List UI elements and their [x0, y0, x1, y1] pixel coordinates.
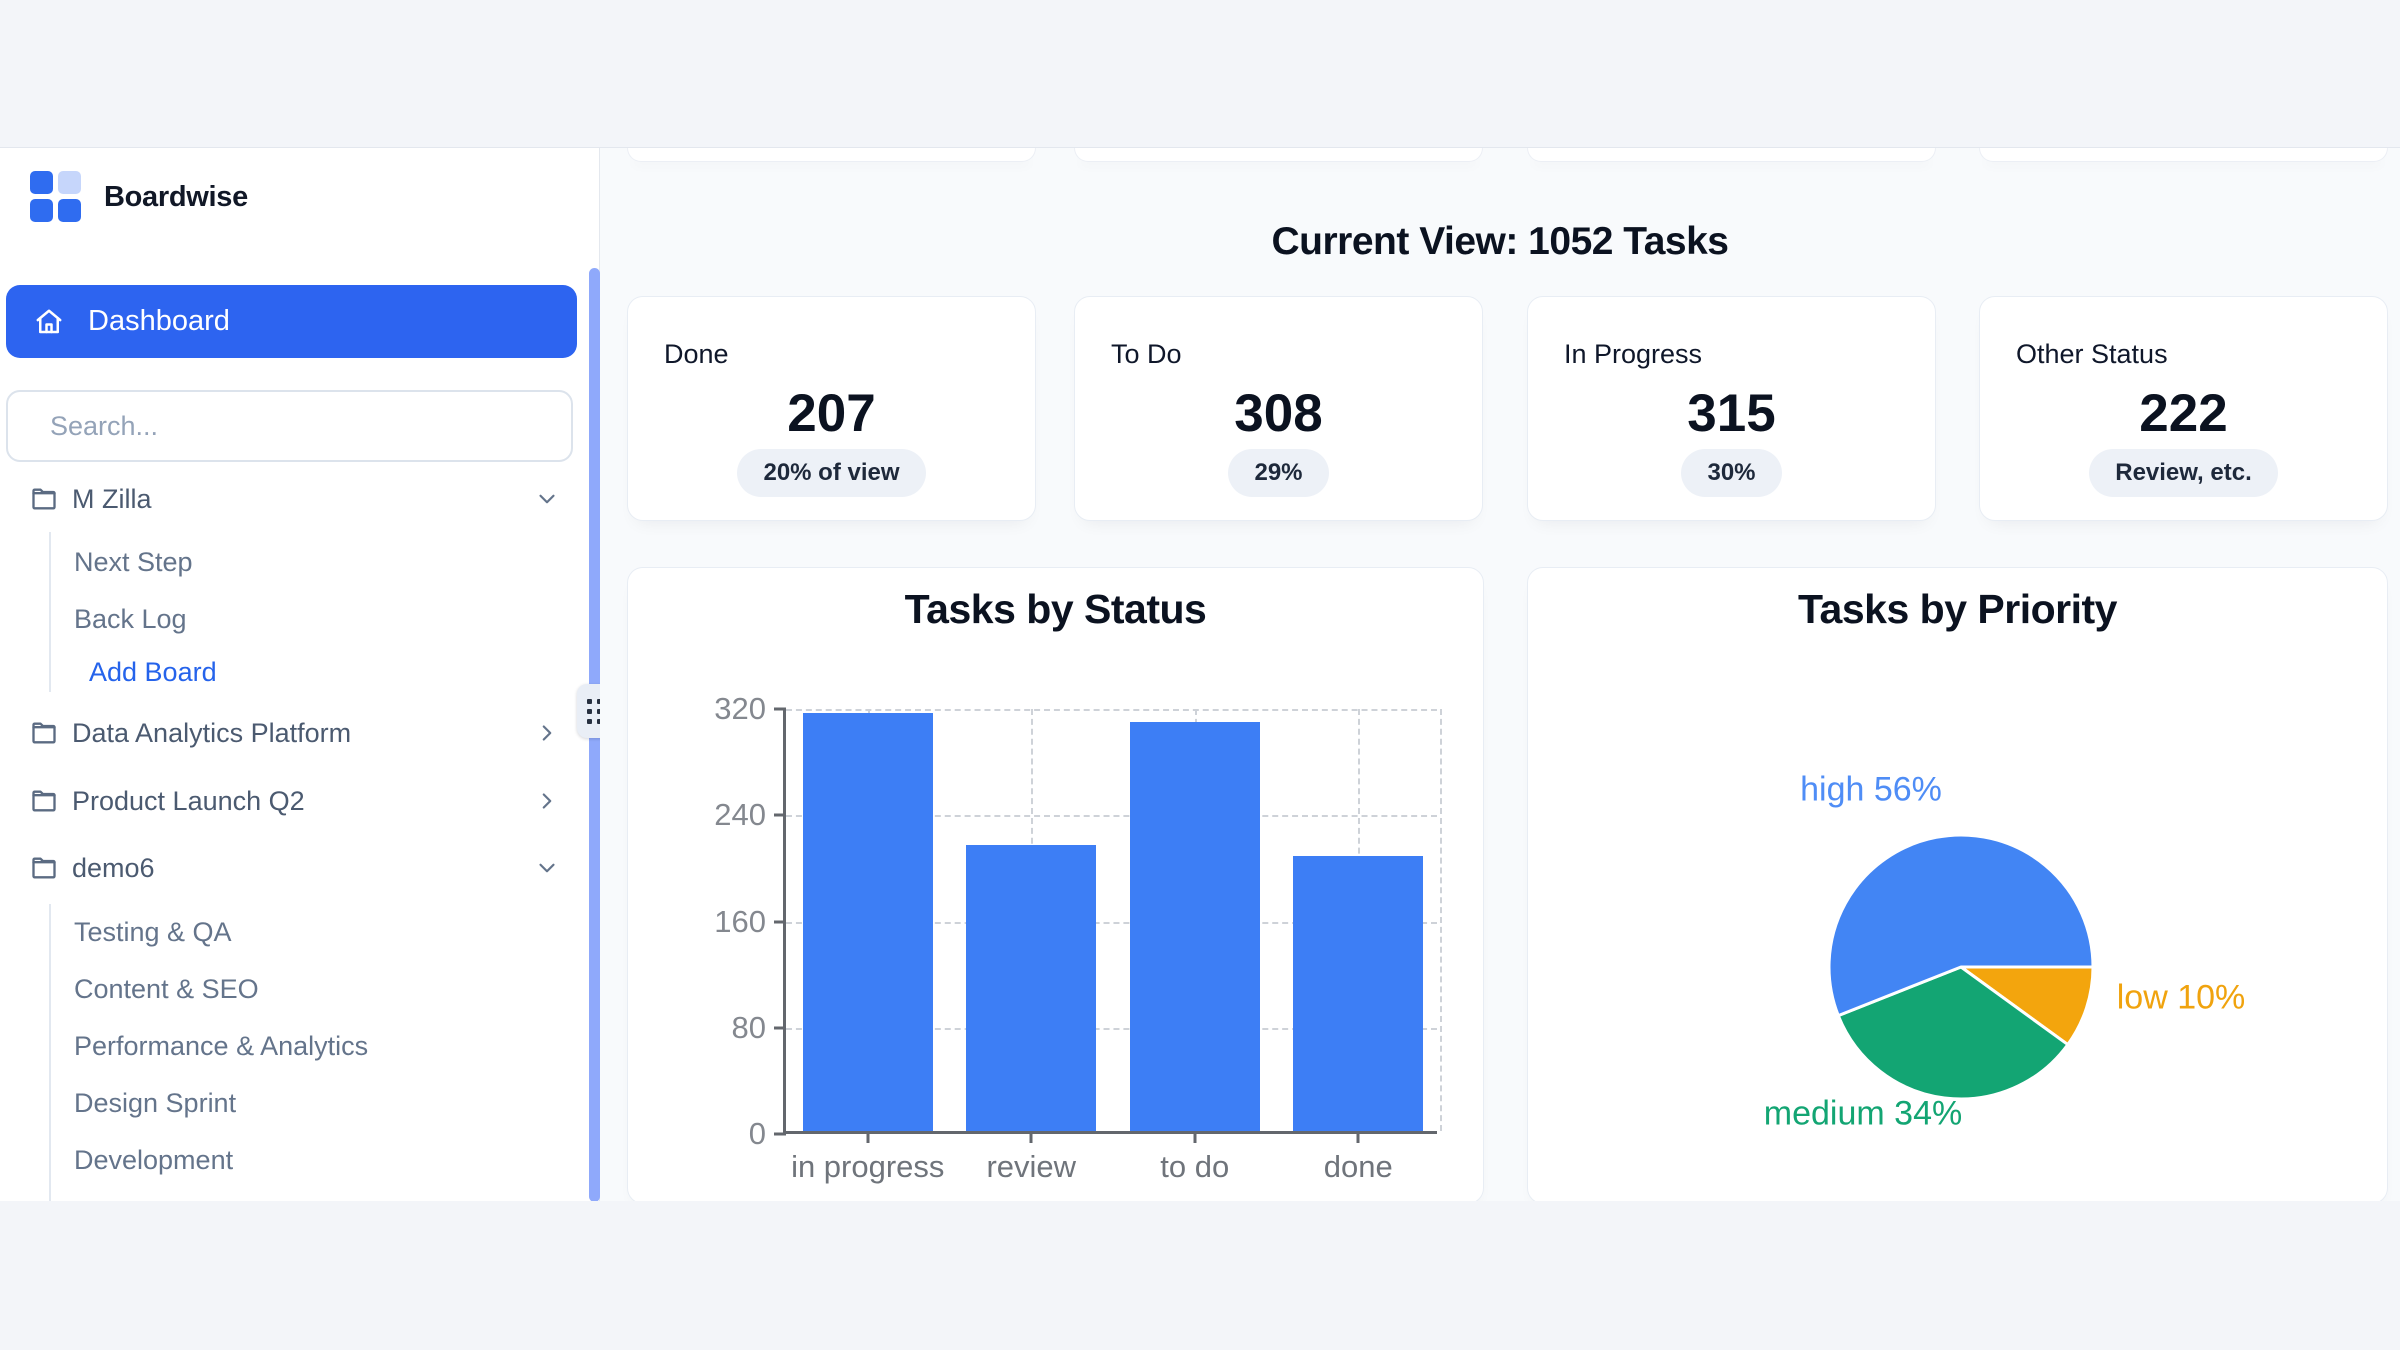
- stat-value: 222: [2139, 384, 2228, 443]
- x-axis-category-label: in progress: [791, 1149, 945, 1184]
- stat-card-to-do: To Do 308 29%: [1074, 296, 1483, 521]
- card-partial: [1074, 148, 1483, 162]
- stat-value: 315: [1687, 384, 1776, 443]
- subgroup-indent-line: [49, 532, 51, 692]
- pie-slice-high: [1827, 833, 2095, 1018]
- sidebar-section-demo6[interactable]: demo6: [0, 847, 578, 889]
- sidebar-item-board[interactable]: Development: [74, 1144, 234, 1175]
- sidebar-item-board[interactable]: Next Step: [74, 546, 193, 577]
- section-label: M Zilla: [72, 483, 152, 514]
- pie-label-high: high 56%: [1800, 770, 1942, 809]
- gridline: [786, 1027, 1437, 1030]
- bar-review: [966, 845, 1097, 1131]
- subgroup-indent-line: [49, 904, 51, 1201]
- tasks-by-priority-chart-card: Tasks by Priority high 56% medium 34% low …: [1527, 567, 2388, 1201]
- sidebar-item-board[interactable]: Design Sprint: [74, 1087, 237, 1118]
- page-title: Current View: 1052 Tasks: [1271, 220, 1729, 263]
- tasks-by-status-chart-card: Tasks by Status 0 80 160 240 320 in progress r…: [627, 567, 1484, 1201]
- pie-label-medium: medium 34%: [1763, 1094, 1963, 1133]
- status-badge: 20% of view: [737, 449, 926, 497]
- card-partial: [1527, 148, 1936, 162]
- bar-done: [1293, 856, 1424, 1131]
- folder-icon: [30, 854, 58, 882]
- chevron-right-icon: [534, 720, 560, 746]
- card-partial: [1979, 148, 2388, 162]
- chart-title: Tasks by Priority: [1798, 586, 2117, 632]
- chevron-right-icon: [534, 788, 560, 814]
- chart-title: Tasks by Status: [904, 586, 1207, 632]
- x-axis-category-label: review: [986, 1149, 1077, 1184]
- stat-card-done: Done 207 20% of view: [627, 296, 1036, 521]
- stat-label: Other Status: [2016, 339, 2168, 369]
- sidebar-item-board[interactable]: Content & SEO: [74, 973, 259, 1004]
- card-partial: [627, 148, 1036, 162]
- stat-value: 207: [787, 384, 876, 443]
- axis-tick: [866, 1131, 870, 1143]
- sidebar-section-m-zilla[interactable]: M Zilla: [0, 478, 578, 520]
- axis-tick: [1029, 1131, 1033, 1143]
- folder-icon: [30, 787, 58, 815]
- axis-tick: [1193, 1131, 1197, 1143]
- axis-tick: [774, 1026, 786, 1030]
- brand-name: Boardwise: [104, 181, 248, 213]
- stat-value: 308: [1234, 384, 1323, 443]
- boardwise-logo-icon: [30, 171, 82, 223]
- y-axis-tick-label: 320: [714, 691, 766, 726]
- search-input[interactable]: [6, 390, 573, 462]
- app-window: Boardwise Dashboard M Zilla Next Step: [0, 147, 2400, 1201]
- axis-tick: [774, 813, 786, 817]
- section-label: Product Launch Q2: [72, 785, 305, 816]
- y-axis-tick-label: 0: [748, 1116, 766, 1151]
- pie-slice-low: [1959, 965, 2095, 1047]
- sidebar-item-board[interactable]: Testing & QA: [74, 916, 232, 947]
- pie-label-low: low 10%: [2116, 978, 2246, 1017]
- status-badge: 30%: [1681, 449, 1782, 497]
- pie-slice-medium: [1836, 965, 2070, 1101]
- axis-tick: [774, 1132, 786, 1136]
- gridline: [1440, 709, 1442, 1131]
- y-axis-tick-label: 160: [714, 903, 766, 939]
- chevron-down-icon: [534, 486, 560, 512]
- pie-chart: [1827, 833, 2095, 1101]
- y-axis-tick-label: 80: [731, 1009, 766, 1045]
- section-label: demo6: [72, 852, 155, 883]
- axis-tick: [774, 707, 786, 711]
- main-content: Current View: 1052 Tasks Done 207 20% of…: [600, 148, 2400, 1201]
- bar-to-do: [1129, 721, 1260, 1131]
- sidebar-item-board[interactable]: Back Log: [74, 603, 187, 634]
- folder-icon: [30, 485, 58, 513]
- sidebar-section-data-analytics-platform[interactable]: Data Analytics Platform: [0, 712, 578, 754]
- stat-label: To Do: [1111, 339, 1182, 369]
- stat-label: Done: [664, 339, 729, 369]
- stat-label: In Progress: [1564, 339, 1703, 369]
- gridline: [786, 921, 1437, 924]
- x-axis-category-label: to do: [1160, 1149, 1230, 1184]
- axis-tick: [774, 920, 786, 923]
- add-board-button[interactable]: Add Board: [89, 656, 217, 687]
- bar-chart-plot: 0 80 160 240 320 in progress review to do done: [714, 691, 1442, 1184]
- x-axis-category-label: done: [1323, 1149, 1393, 1184]
- status-badge: Review, etc.: [2089, 449, 2278, 497]
- status-badge: 29%: [1228, 449, 1329, 497]
- gridline: [786, 709, 1437, 711]
- stat-card-in-progress: In Progress 315 30%: [1527, 296, 1936, 521]
- gridline: [786, 815, 1437, 818]
- y-axis-tick-label: 240: [714, 797, 766, 833]
- grip-dots-icon: [587, 698, 602, 724]
- axis-tick: [1356, 1131, 1360, 1143]
- dashboard-button[interactable]: Dashboard: [6, 285, 577, 358]
- folder-icon: [30, 719, 58, 747]
- dashboard-label: Dashboard: [88, 305, 230, 337]
- home-icon: [36, 309, 62, 333]
- sidebar-section-product-launch-q2[interactable]: Product Launch Q2: [0, 780, 578, 822]
- stat-card-other-status: Other Status 222 Review, etc.: [1979, 296, 2388, 521]
- sidebar: Boardwise Dashboard M Zilla Next Step: [0, 148, 612, 1201]
- chevron-down-icon: [534, 855, 560, 881]
- bar-in-progress: [802, 712, 933, 1131]
- sidebar-item-board[interactable]: Performance & Analytics: [74, 1030, 369, 1061]
- section-label: Data Analytics Platform: [72, 717, 352, 748]
